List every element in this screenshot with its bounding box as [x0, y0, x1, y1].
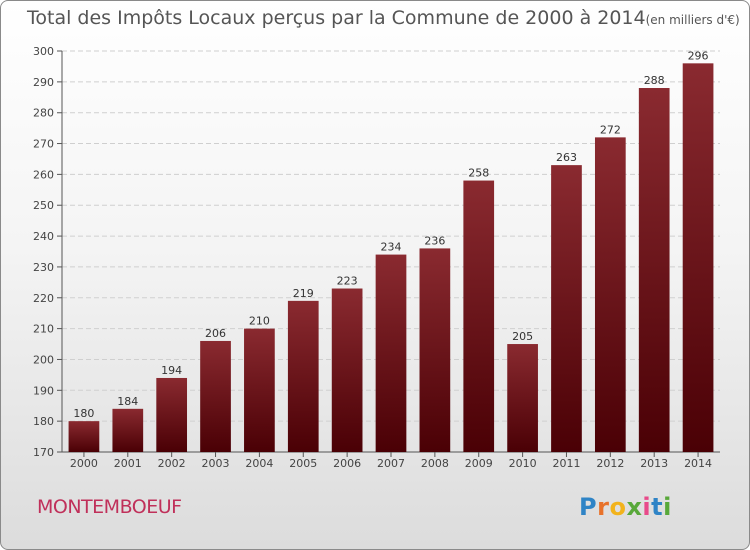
commune-name: MONTEMBOEUF [37, 496, 182, 518]
y-tick-label: 290 [33, 76, 54, 89]
data-label: 258 [468, 167, 489, 180]
y-tick-label: 190 [33, 384, 54, 397]
data-label: 296 [688, 49, 709, 62]
x-tick-label: 2004 [245, 457, 273, 470]
bar-2010 [507, 344, 538, 452]
data-label: 219 [293, 287, 314, 300]
x-tick-label: 2006 [333, 457, 361, 470]
bars [68, 63, 714, 453]
x-tick-label: 2009 [465, 457, 493, 470]
x-tick-label: 2010 [509, 457, 537, 470]
bar-2008 [419, 248, 451, 452]
bar-2005 [287, 300, 319, 452]
y-tick-label: 170 [33, 446, 54, 459]
bar-2004 [244, 328, 275, 452]
y-tick-label: 220 [33, 292, 54, 305]
x-tick-label: 2013 [640, 457, 668, 470]
bar-2007 [375, 254, 407, 452]
data-label: 184 [117, 395, 138, 408]
data-labels: 180 184 194 206 210 219 223 234 236 258 205 263 272 2… [73, 49, 708, 420]
y-tick-label: 250 [33, 199, 54, 212]
chart-title-main: Total des Impôts Locaux perçus par la Co… [27, 7, 646, 29]
data-label: 194 [161, 364, 182, 377]
data-label: 206 [205, 327, 226, 340]
x-tick-label: 2000 [70, 457, 98, 470]
bar-2011 [551, 165, 582, 452]
bar-2002 [156, 377, 188, 452]
y-tick-label: 180 [33, 415, 54, 428]
x-tick-label: 2001 [114, 457, 142, 470]
x-tick-label: 2003 [202, 457, 230, 470]
logo-letter: t [651, 493, 664, 521]
bar-2003 [200, 340, 231, 452]
logo-letter: o [609, 493, 627, 521]
bar-2000 [68, 421, 100, 452]
data-label: 272 [600, 123, 621, 136]
data-label: 236 [424, 234, 445, 247]
y-tick-label: 270 [33, 138, 54, 151]
y-tick-label: 230 [33, 261, 54, 274]
chart-title-unit: (en milliers d'€) [645, 13, 740, 27]
bar-2006 [331, 288, 363, 452]
bar-2013 [638, 88, 670, 452]
data-label: 205 [512, 330, 533, 343]
x-tick-label: 2002 [158, 457, 186, 470]
data-label: 180 [73, 407, 94, 420]
proxiti-logo: Proxiti [579, 493, 672, 521]
y-tick-label: 200 [33, 353, 54, 366]
y-tick-label: 300 [33, 45, 54, 58]
data-label: 288 [644, 74, 665, 87]
logo-letter: r [597, 493, 610, 521]
bar-2001 [112, 408, 144, 452]
y-tick-label: 210 [33, 323, 54, 336]
chart-title: Total des Impôts Locaux perçus par la Co… [27, 7, 740, 29]
y-tick-label: 240 [33, 230, 54, 243]
data-label: 223 [337, 275, 358, 288]
logo-letter: i [663, 493, 672, 521]
data-label: 210 [249, 315, 270, 328]
logo-letter: P [579, 493, 598, 521]
y-tick-label: 260 [33, 168, 54, 181]
data-label: 263 [556, 151, 577, 164]
bar-2012 [594, 137, 626, 452]
x-tick-label: 2011 [552, 457, 580, 470]
y-tick-label: 280 [33, 107, 54, 120]
x-tick-label: 2014 [684, 457, 712, 470]
logo-letter: x [626, 493, 643, 521]
bar-2009 [463, 180, 495, 453]
x-axis-ticks: 2000 2001 2002 2003 2004 2005 2006 2007 2008 2009… [70, 452, 712, 470]
y-axis-ticks: 170 180 190 200 210 220 230 240 250 260 270 280 290 3… [33, 45, 62, 459]
x-tick-label: 2007 [377, 457, 405, 470]
x-tick-label: 2012 [596, 457, 624, 470]
logo-letter: i [642, 493, 652, 521]
x-tick-label: 2005 [289, 457, 317, 470]
bar-2014 [682, 63, 714, 452]
x-tick-label: 2008 [421, 457, 449, 470]
data-label: 234 [381, 241, 402, 254]
